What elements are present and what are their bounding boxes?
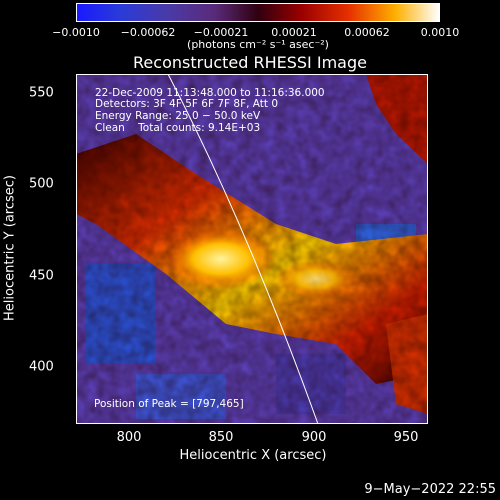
colorbar-tick-label: −0.0010 bbox=[52, 26, 100, 39]
peak-position: Position of Peak = [797,465] bbox=[94, 398, 244, 410]
x-tick-label: 850 bbox=[208, 430, 234, 445]
colorbar-tick-label: 0.0010 bbox=[420, 26, 460, 39]
plot-frame bbox=[76, 74, 428, 424]
timestamp: 9−May−2022 22:55 bbox=[364, 482, 496, 497]
y-tick-label: 400 bbox=[29, 359, 54, 375]
annotation-detectors: Detectors: 3F 4F 5F 6F 7F 8F, Att 0 bbox=[95, 98, 279, 110]
colorbar bbox=[76, 3, 440, 22]
colorbar-tick-label: −0.00021 bbox=[193, 26, 249, 39]
x-tick-label: 950 bbox=[393, 430, 419, 445]
y-tick-label: 550 bbox=[29, 85, 54, 101]
colorbar-tick-label: 0.00062 bbox=[344, 26, 390, 39]
image-core bbox=[166, 229, 276, 289]
colorbar-tick-label: −0.00062 bbox=[120, 26, 176, 39]
x-tick-label: 900 bbox=[301, 430, 327, 445]
y-tick-label: 500 bbox=[29, 176, 54, 192]
solar-limb bbox=[167, 74, 319, 424]
y-axis-label: Heliocentric Y (arcsec) bbox=[2, 175, 18, 321]
rhessi-image bbox=[76, 74, 428, 424]
x-axis-label: Heliocentric X (arcsec) bbox=[179, 448, 327, 463]
colorbar-units: (photons cm⁻² s⁻¹ asec⁻²) bbox=[187, 38, 329, 51]
annotation-energy: Energy Range: 25.0 − 50.0 keV bbox=[95, 110, 261, 122]
image-title: Reconstructed RHESSI Image bbox=[133, 53, 367, 72]
annotation-clean: Clean Total counts: 9.14E+03 bbox=[95, 122, 261, 134]
annotation-time: 22-Dec-2009 11:13:48.000 to 11:16:36.000 bbox=[95, 87, 325, 99]
colorbar-tick-label: 0.00021 bbox=[271, 26, 317, 39]
image-core-secondary bbox=[276, 261, 356, 297]
y-tick-label: 450 bbox=[29, 268, 54, 284]
x-tick-label: 800 bbox=[116, 430, 142, 445]
